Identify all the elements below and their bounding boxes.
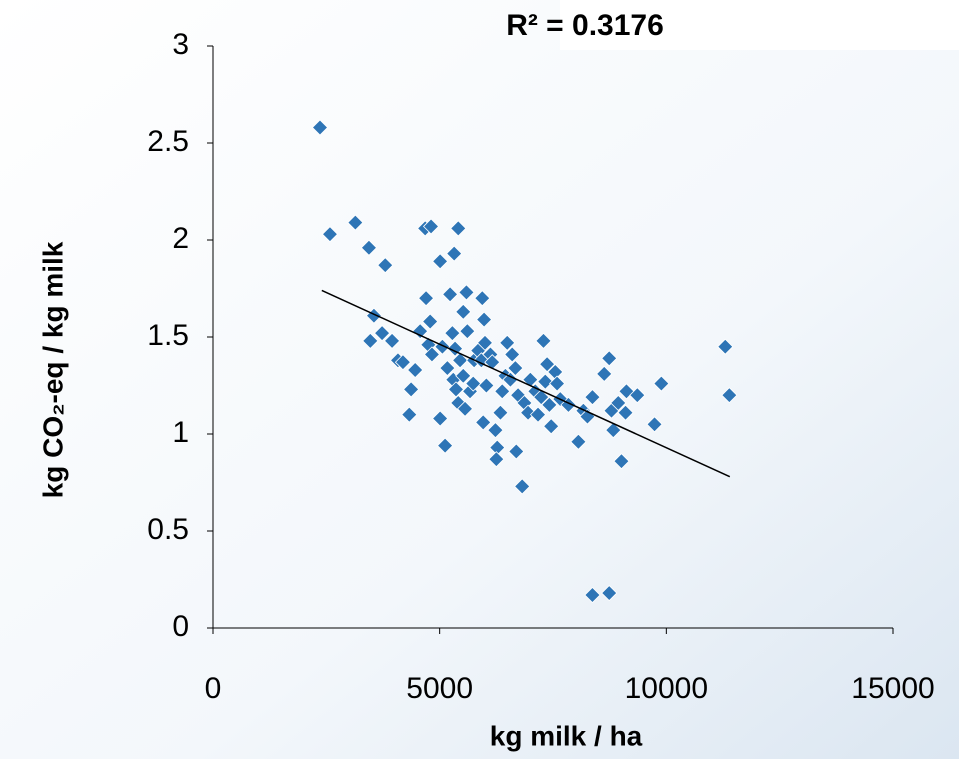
y-axis-title: kg CO₂-eq / kg milk: [37, 241, 68, 498]
point: [474, 290, 491, 307]
y-tick-label: 1.5: [147, 319, 189, 352]
annotation: R² = 0.3176: [506, 9, 664, 42]
point: [514, 478, 531, 495]
point: [499, 334, 516, 351]
x-axis-title: kg milk / ha: [490, 720, 643, 751]
point: [539, 356, 556, 373]
point: [321, 226, 339, 243]
point: [458, 284, 475, 301]
y-tick-label: 2.5: [147, 125, 189, 158]
point: [613, 453, 630, 470]
point: [646, 416, 663, 433]
trendline: [321, 289, 731, 478]
x-tick-label: 10000: [625, 672, 708, 705]
point: [629, 387, 646, 404]
point: [418, 290, 435, 307]
y-tick-label: 0.5: [147, 513, 189, 546]
point: [455, 303, 472, 320]
point: [394, 354, 412, 371]
point: [570, 433, 587, 450]
point: [721, 387, 738, 404]
point: [507, 359, 524, 377]
point: [374, 325, 391, 342]
point: [432, 253, 449, 270]
point: [384, 332, 401, 349]
point: [450, 220, 467, 237]
point: [584, 586, 601, 604]
y-tick-label: 1: [172, 416, 189, 449]
point: [610, 394, 627, 412]
x-tick-label: 0: [205, 672, 222, 705]
point: [617, 404, 634, 421]
label-background: [560, 0, 959, 50]
point: [456, 400, 474, 417]
point: [407, 361, 424, 379]
point: [492, 404, 509, 421]
point: [717, 338, 734, 355]
point: [311, 119, 329, 136]
y-tick-label: 0: [172, 610, 189, 643]
point: [502, 371, 519, 388]
point: [437, 437, 454, 454]
point: [537, 373, 554, 390]
point: [432, 410, 449, 427]
point: [541, 396, 558, 413]
point: [584, 389, 601, 406]
point: [535, 332, 552, 349]
point: [362, 332, 379, 349]
point: [605, 422, 622, 439]
point: [401, 406, 418, 423]
point: [447, 381, 465, 398]
point: [549, 375, 566, 392]
point: [347, 214, 364, 231]
point: [403, 381, 420, 398]
point: [494, 383, 511, 400]
point: [601, 585, 618, 602]
point: [446, 245, 463, 262]
point: [476, 311, 493, 328]
point: [529, 406, 547, 423]
point: [442, 286, 459, 303]
point: [504, 346, 521, 363]
point: [455, 367, 472, 384]
point: [475, 414, 492, 431]
point: [377, 257, 394, 274]
point: [444, 325, 461, 342]
point: [423, 346, 441, 363]
point: [488, 451, 505, 468]
point: [452, 352, 469, 369]
plot-area: 0 0.5 1 1.5 2 2.5 3 0 5000 10000 15000: [147, 28, 934, 705]
point: [596, 365, 613, 382]
y-tick-label: 2: [172, 222, 189, 255]
point: [533, 389, 550, 406]
point: [360, 239, 378, 256]
point: [412, 323, 429, 340]
point: [543, 418, 560, 435]
point: [653, 375, 670, 392]
y-tick-label: 3: [172, 28, 189, 61]
point: [478, 377, 495, 394]
x-tick-label: 5000: [406, 672, 473, 705]
point: [476, 334, 494, 351]
point: [422, 313, 439, 330]
point: [422, 218, 440, 235]
point: [465, 375, 482, 392]
point: [459, 323, 476, 340]
point: [487, 422, 504, 439]
point: [508, 443, 525, 460]
point: [601, 350, 618, 367]
point: [439, 359, 456, 377]
x-tick-label: 15000: [851, 672, 934, 705]
